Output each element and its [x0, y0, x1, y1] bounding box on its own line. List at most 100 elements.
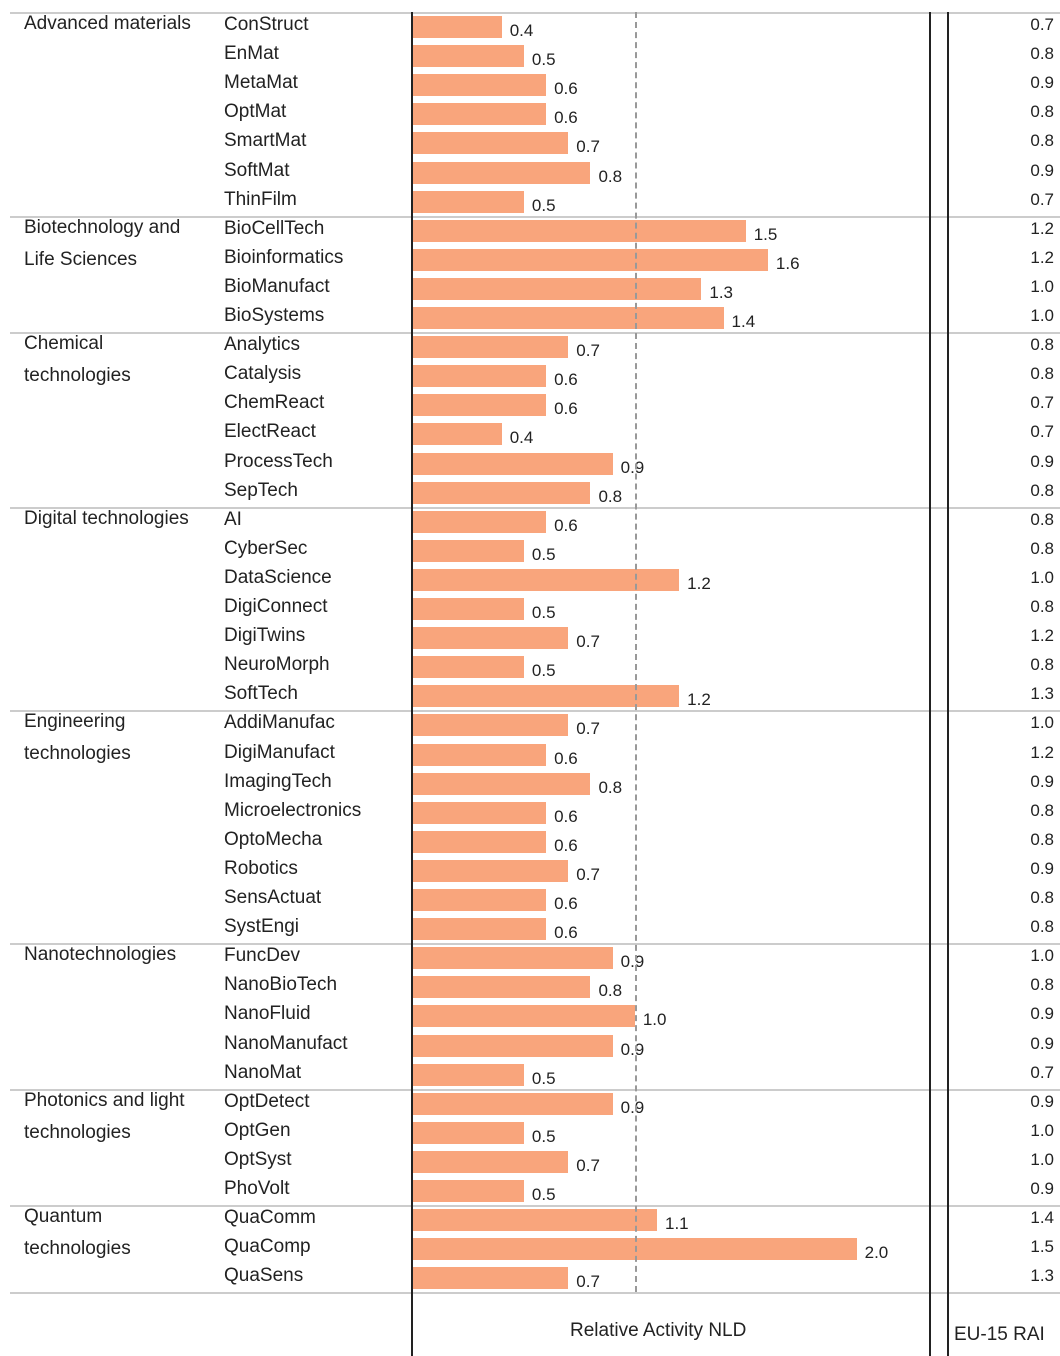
value-label: 0.5 — [531, 195, 556, 215]
value-label: 1.4 — [731, 312, 756, 331]
bar — [413, 45, 524, 68]
eu-value: 0.8 — [1030, 829, 1054, 849]
value-label: 0.5 — [531, 544, 556, 564]
value-label: 0.5 — [531, 1185, 556, 1204]
value-label: 1.2 — [687, 573, 711, 593]
value-label: 0.4 — [509, 428, 534, 448]
eu-value: 0.8 — [1030, 44, 1054, 64]
value-label: 1.0 — [642, 1010, 667, 1030]
eu-value: 0.9 — [1030, 1179, 1054, 1198]
category-label: DataScience — [224, 566, 332, 588]
value-label: 0.8 — [598, 486, 623, 506]
bar — [413, 568, 680, 591]
reference-line — [634, 12, 637, 1293]
category-label: Catalysis — [224, 363, 302, 385]
value-label: 0.9 — [620, 952, 645, 972]
axis-line — [929, 12, 931, 1356]
axis-line — [947, 12, 949, 1356]
value-label: 0.5 — [531, 50, 556, 70]
bar — [413, 627, 569, 650]
value-label: 0.5 — [531, 603, 556, 622]
category-label: OptoMecha — [224, 828, 323, 850]
bar — [413, 1150, 569, 1173]
value-label: 0.7 — [576, 137, 600, 157]
category-label: CyberSec — [224, 537, 308, 559]
eu-value: 0.9 — [1030, 1033, 1054, 1053]
eu-value: 1.3 — [1030, 1266, 1054, 1286]
category-label: SystEngi — [224, 916, 299, 938]
bar — [413, 976, 591, 999]
eu-value: 1.3 — [1030, 684, 1054, 704]
value-label: 0.6 — [554, 894, 578, 913]
eu-value: 0.8 — [1030, 480, 1054, 500]
value-label: 1.3 — [709, 282, 733, 302]
bar — [413, 16, 502, 38]
eu-value: 0.9 — [1030, 1004, 1054, 1024]
eu-value: 1.2 — [1030, 742, 1054, 762]
category-label: DigiConnect — [224, 596, 328, 617]
eu-value: 0.7 — [1030, 189, 1054, 209]
value-label: 1.1 — [665, 1214, 689, 1234]
eu-value: 1.0 — [1030, 1120, 1054, 1140]
bar — [413, 801, 547, 824]
value-label: 0.8 — [598, 777, 623, 797]
category-label: DigiManufact — [224, 741, 335, 763]
bar — [413, 1180, 524, 1202]
eu-value: 0.9 — [1030, 771, 1054, 791]
eu-value: 0.7 — [1030, 1062, 1054, 1082]
category-label: AI — [224, 508, 242, 530]
bar — [413, 365, 547, 388]
bar — [413, 1063, 524, 1086]
bar — [413, 219, 746, 242]
bar — [413, 190, 524, 213]
category-label: ImagingTech — [224, 770, 332, 792]
eu-value: 1.2 — [1030, 247, 1054, 267]
eu-value: 0.8 — [1030, 888, 1054, 907]
value-label: 0.6 — [554, 515, 578, 535]
bar — [413, 510, 547, 533]
group-separator — [10, 215, 1060, 218]
group-label: Engineering technologies — [24, 711, 131, 765]
bar — [413, 830, 547, 853]
x-axis-label: Relative Activity NLD — [570, 1320, 747, 1341]
bar — [413, 307, 724, 329]
value-label: 0.9 — [620, 457, 645, 477]
bar — [413, 918, 547, 941]
bar — [413, 598, 524, 620]
value-label: 0.6 — [554, 108, 578, 128]
group-separator — [10, 1292, 1060, 1295]
eu-value: 0.8 — [1030, 364, 1054, 384]
value-label: 0.6 — [554, 79, 578, 99]
group-separator — [10, 943, 1060, 946]
category-label: Microelectronics — [224, 799, 362, 821]
bar — [413, 481, 591, 504]
bar — [413, 1005, 635, 1028]
value-label: 0.6 — [554, 806, 578, 826]
category-label: QuaSens — [224, 1265, 304, 1287]
value-label: 0.9 — [620, 1039, 645, 1059]
bar — [413, 743, 547, 766]
category-label: NanoFluid — [224, 1003, 311, 1025]
value-label: 0.4 — [509, 21, 534, 40]
value-label: 0.7 — [576, 1155, 600, 1175]
value-label: 0.5 — [531, 661, 556, 681]
category-label: SoftMat — [224, 159, 290, 181]
bar — [413, 423, 502, 446]
bar — [413, 889, 547, 911]
value-label: 0.7 — [576, 864, 600, 884]
eu-value: 1.0 — [1030, 1149, 1054, 1169]
group-separator — [10, 506, 1060, 509]
bar — [413, 656, 524, 679]
category-label: SmartMat — [224, 130, 307, 152]
category-label: SensActuat — [224, 887, 322, 908]
bar — [413, 1267, 569, 1290]
category-label: EnMat — [224, 43, 279, 65]
category-label: NeuroMorph — [224, 654, 330, 676]
category-label: OptGen — [224, 1119, 291, 1141]
eu-value: 0.8 — [1030, 538, 1054, 558]
bar — [413, 161, 591, 184]
top-line — [10, 12, 1060, 14]
eu-value: 0.8 — [1030, 917, 1054, 937]
value-label: 2.0 — [864, 1243, 889, 1263]
category-label: ChemReact — [224, 392, 325, 414]
